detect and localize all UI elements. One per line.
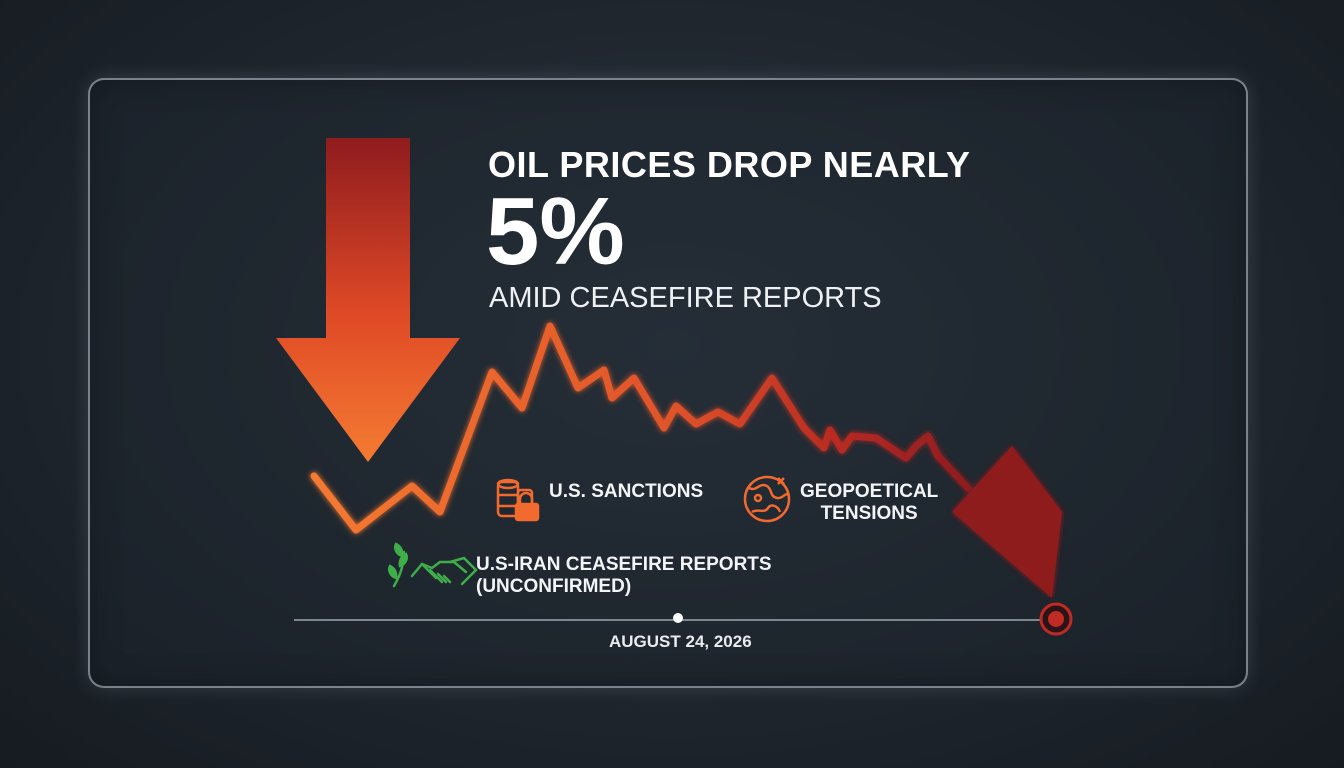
- down-arrow-icon: [276, 138, 460, 462]
- geopolitical-label-line1: GEOPOETICAL: [800, 481, 939, 502]
- geopolitical-label: GEOPOETICAL TENSIONS: [800, 481, 938, 525]
- headline-subtitle: AMID CEASEFIRE REPORTS: [489, 282, 882, 314]
- olive-branch-handshake-icon: [388, 542, 478, 588]
- globe-conflict-icon: [743, 475, 791, 523]
- headline-title: OIL PRICES DROP NEARLY: [488, 144, 971, 185]
- ceasefire-label-line2: (UNCONFIRMED): [476, 576, 632, 597]
- target-marker-icon: [1039, 602, 1073, 636]
- oil-barrels-lock-icon: [496, 478, 540, 522]
- headline-percent: 5%: [486, 178, 625, 285]
- trend-arrowhead: [952, 446, 1062, 598]
- ceasefire-label: U.S-IRAN CEASEFIRE REPORTS (UNCONFIRMED): [476, 554, 772, 598]
- timeline-marker: [673, 613, 683, 623]
- geopolitical-label-line2: TENSIONS: [820, 503, 918, 524]
- ceasefire-label-line1: U.S-IRAN CEASEFIRE REPORTS: [476, 554, 772, 575]
- content-panel: [88, 78, 1248, 688]
- price-trend-line: [310, 322, 1062, 598]
- sanctions-label: U.S. SANCTIONS: [549, 481, 704, 502]
- timeline-date: AUGUST 24, 2026: [609, 632, 752, 651]
- timeline: [294, 602, 1073, 636]
